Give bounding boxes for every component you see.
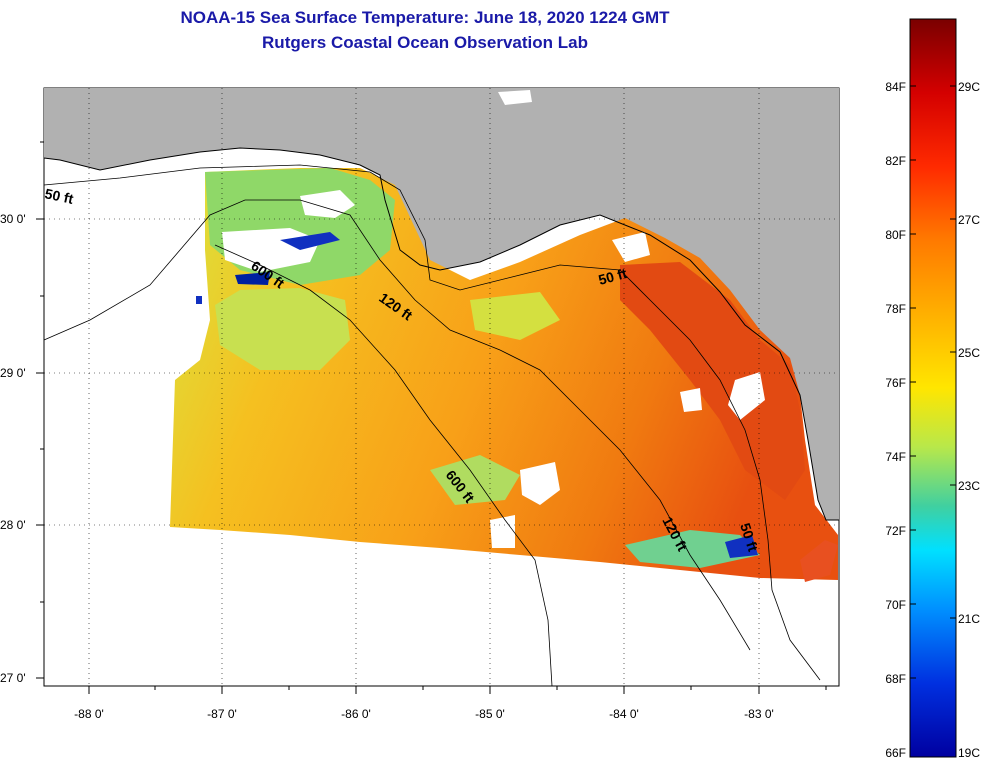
longitude-label: -84 0' bbox=[609, 707, 639, 721]
cool-patch-se bbox=[625, 530, 760, 568]
cloud-gap bbox=[612, 232, 650, 262]
latitude-label: 28 0' bbox=[0, 518, 26, 532]
latitude-label: 30 0' bbox=[0, 212, 26, 226]
scale-label-f: 66F bbox=[885, 746, 906, 760]
sst-map: 50 ft 600 ft 120 ft 50 ft 600 ft 120 ft … bbox=[36, 87, 840, 694]
cloud-gap bbox=[490, 515, 515, 548]
map-title: NOAA-15 Sea Surface Temperature: June 18… bbox=[180, 8, 670, 27]
scale-label-c: 29C bbox=[958, 80, 981, 94]
cool-patch-mid bbox=[215, 288, 350, 370]
scale-label-f: 80F bbox=[885, 228, 906, 242]
latitude-label: 29 0' bbox=[0, 366, 26, 380]
longitude-label: -86 0' bbox=[341, 707, 371, 721]
longitude-label: -88 0' bbox=[74, 707, 104, 721]
longitude-label: -85 0' bbox=[475, 707, 505, 721]
depth-contour-50ft bbox=[43, 164, 821, 681]
depth-contour-600ft bbox=[214, 244, 553, 687]
scale-label-f: 76F bbox=[885, 376, 906, 390]
land-area bbox=[44, 88, 839, 520]
scale-label-f: 74F bbox=[885, 450, 906, 464]
scale-label-f: 84F bbox=[885, 80, 906, 94]
cold-fragment bbox=[725, 535, 758, 558]
scale-label-f: 82F bbox=[885, 154, 906, 168]
scale-label-c: 21C bbox=[958, 612, 981, 626]
scale-label-c: 27C bbox=[958, 213, 981, 227]
axis-ticks bbox=[36, 141, 827, 694]
cloud-gap bbox=[680, 388, 702, 412]
color-scale-bar bbox=[909, 18, 957, 758]
cloud-gap bbox=[300, 190, 355, 218]
contour-label: 50 ft bbox=[43, 185, 75, 207]
cold-fragment bbox=[196, 296, 202, 304]
cloud-gap bbox=[728, 372, 765, 420]
contour-label: 50 ft bbox=[597, 265, 629, 288]
scale-label-f: 70F bbox=[885, 598, 906, 612]
latitude-label: 27 0' bbox=[0, 671, 26, 685]
coastline bbox=[43, 147, 839, 521]
scale-label-f: 78F bbox=[885, 302, 906, 316]
longitude-label: -83 0' bbox=[744, 707, 774, 721]
scale-label-f: 68F bbox=[885, 672, 906, 686]
island bbox=[498, 90, 532, 105]
cool-patch-south bbox=[430, 455, 520, 505]
warm-patch-estuary bbox=[800, 540, 838, 582]
warm-patch-coast bbox=[620, 262, 805, 500]
cloud-gap bbox=[520, 462, 560, 505]
longitude-label: -87 0' bbox=[207, 707, 237, 721]
scale-label-c: 23C bbox=[958, 479, 981, 493]
cold-fragment bbox=[280, 232, 340, 250]
scale-label-c: 25C bbox=[958, 346, 981, 360]
depth-contour-120ft bbox=[43, 199, 751, 651]
scale-label-c: 19C bbox=[958, 746, 981, 760]
cold-fragment bbox=[235, 272, 270, 285]
cool-patch-central bbox=[470, 292, 560, 340]
scale-label-f: 72F bbox=[885, 524, 906, 538]
map-subtitle: Rutgers Coastal Ocean Observation Lab bbox=[262, 33, 588, 52]
